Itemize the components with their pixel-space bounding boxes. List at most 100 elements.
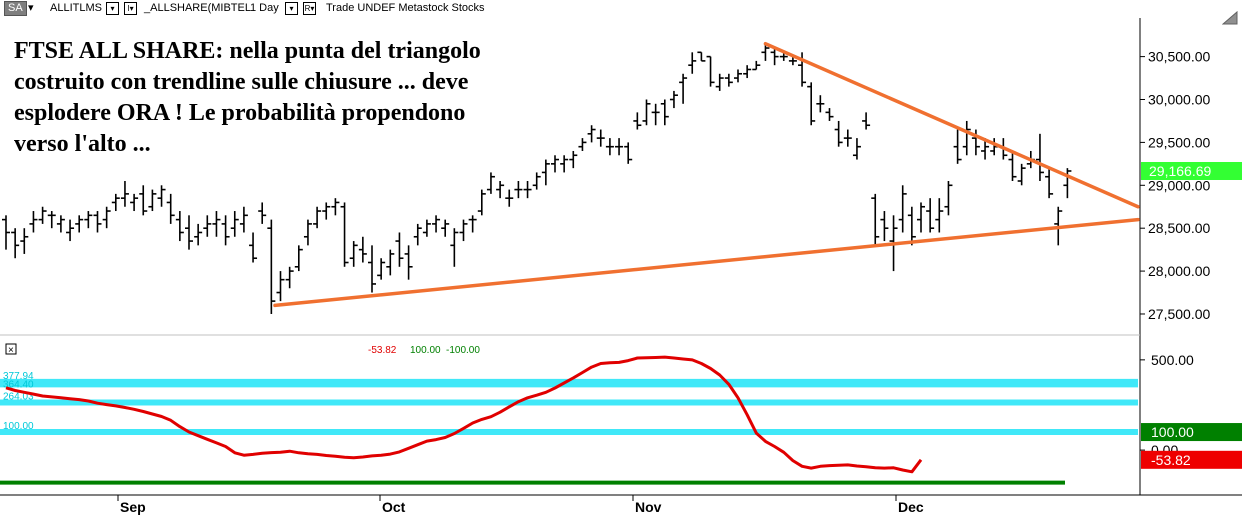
ohlc-bar [486,172,495,194]
ohlc-bar [560,155,569,173]
level-label: 100.00 [3,421,34,432]
lower-trendline [273,217,1140,308]
ohlc-bar [185,215,193,250]
ohlc-bar [368,245,376,293]
ohlc-bar [230,211,239,237]
symbol-button[interactable]: SA [4,1,27,16]
ohlc-bar [679,73,688,104]
ohlc-bar [11,228,20,259]
price-tick-label: 27,500.00 [1148,306,1210,322]
ohlc-bar [38,206,47,224]
ohlc-bar [953,129,962,164]
ohlc-bar [459,219,468,242]
price-tick-label: 28,000.00 [1148,263,1210,279]
ohlc-bar [615,138,624,156]
ohlc-bar [221,215,230,246]
ohlc-bar [532,172,541,190]
ohlc-bar [139,185,148,216]
ohlc-bar [706,55,715,87]
last-price-label: 29,166.69 [1149,163,1211,179]
ohlc-bar [770,48,779,66]
ohlc-bar [852,138,861,160]
oscillator-legend-value: -53.82 [368,345,397,356]
toolbar-dropdown-icon[interactable]: ▾ [28,2,34,14]
chart-annotation: FTSE ALL SHARE: nella punta del triangol… [14,38,481,157]
price-tick-label: 29,000.00 [1148,177,1210,193]
upper-trendline [763,41,1140,209]
oscillator-value-tag [1141,423,1242,442]
ohlc-bar [971,129,980,156]
ohlc-bar [743,65,752,79]
ohlc-bar [267,219,276,314]
oscillator-line [5,355,923,474]
ohlc-bar [203,215,212,237]
time-tick-label: Nov [635,499,662,515]
time-axis: Sep Oct Nov Dec [117,495,924,515]
symbol-dropdown-icon[interactable]: ▾ [106,2,119,15]
ohlc-bar [157,185,166,207]
ohlc-bar [386,249,395,276]
ohlc-bar [120,181,129,207]
level-label: 364.40 [3,379,34,390]
ohlc-bar [1008,150,1017,182]
ohlc-bar [624,142,633,164]
ohlc-bar [111,193,120,212]
close-panel-glyph: × [8,345,14,356]
ohlc-bar [249,232,258,263]
ohlc-bar [276,271,285,302]
ohlc-bar [84,211,93,229]
ohlc-bar [926,198,935,233]
ohlc-bar [514,181,523,199]
maximize-icon[interactable] [1222,10,1238,26]
ohlc-bar [752,60,761,71]
ohlc-bar [587,125,596,143]
ohlc-bar [66,219,75,242]
ohlc-bar [715,73,724,91]
ohlc-bar [496,181,505,199]
ohlc-bar [660,99,669,126]
ohlc-bar [862,112,871,130]
level-label: 377.94 [3,371,34,382]
ohlc-bar [331,198,340,216]
ohlc-bar [432,215,441,233]
ohlc-bar [761,43,770,61]
ohlc-bar [422,219,431,237]
ohlc-bar [962,120,971,156]
ohlc-bar [468,215,477,233]
interval-dropdown-icon[interactable]: I▾ [124,2,137,15]
ohlc-bar [596,129,605,147]
ohlc-bar [294,245,303,272]
oscillator-value-tag-label: -53.82 [1151,452,1191,468]
ohlc-bar [843,129,852,147]
ohlc-bar [935,198,944,233]
source-label: Trade UNDEF Metastock Stocks [326,2,485,14]
series-dropdown-icon[interactable]: ▾ [285,2,298,15]
close-panel-icon [5,343,17,355]
ohlc-bar [477,189,486,216]
ohlc-bar [788,56,797,66]
ohlc-bar [871,193,880,246]
ohlc-bar [47,211,56,229]
ohlc-bar [724,73,733,87]
time-tick-label: Sep [120,499,146,515]
ohlc-bar [898,185,907,233]
price-tick-label: 28,500.00 [1148,220,1210,236]
ohlc-bar [322,202,331,220]
ohlc-bar [917,202,925,233]
oscillator-value-tag-label: 100.00 [1151,424,1194,440]
time-tick-label: Oct [382,499,406,515]
oscillator-legend-value: 100.00 [410,345,441,356]
ohlc-bar [825,108,834,121]
ohlc-bar [166,193,175,224]
ohlc-bar [340,202,349,267]
ohlc-bar [239,206,248,233]
ohlc-bar [29,211,38,233]
ohlc-bar [1017,163,1026,186]
range-dropdown-icon[interactable]: R▾ [303,2,316,15]
ohlc-bar [303,219,312,246]
ohlc-bar [523,181,532,199]
last-price-tag [1141,161,1242,180]
ohlc-bar [688,52,697,74]
ohlc-bar [551,155,559,173]
